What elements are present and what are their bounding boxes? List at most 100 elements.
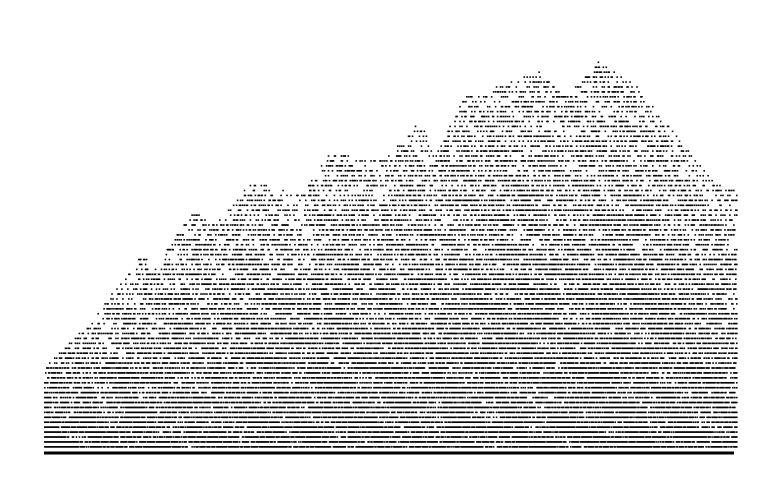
data-point-1505 <box>419 436 422 438</box>
data-point-1706 <box>663 436 666 438</box>
data-point-3142 <box>310 421 313 424</box>
data-point-2085 <box>430 431 433 433</box>
data-point-2621 <box>370 426 372 428</box>
data-point-1655 <box>606 436 609 438</box>
data-point-2408 <box>113 426 115 428</box>
data-point-222 <box>297 446 299 448</box>
data-point-4279 <box>339 411 342 414</box>
data-point-2089 <box>434 431 437 433</box>
data-point-1339 <box>228 436 231 438</box>
data-point-2405 <box>110 426 112 428</box>
data-point-2363 <box>60 426 63 428</box>
data-point-4386 <box>476 411 478 414</box>
data-point-2571 <box>312 426 315 428</box>
data-point-1187 <box>734 441 736 443</box>
data-point-294 <box>381 446 383 448</box>
data-point-3701 <box>303 416 305 419</box>
data-point-1031 <box>554 441 556 443</box>
data-point-2690 <box>454 426 456 428</box>
data-point-2426 <box>136 426 139 428</box>
data-point-1906 <box>209 431 211 433</box>
data-point-2766 <box>547 426 549 428</box>
data-point-3 <box>46 446 49 448</box>
data-point-1071 <box>600 441 603 443</box>
data-point-2173 <box>525 431 528 433</box>
data-point-550 <box>682 446 685 448</box>
data-point-1652 <box>603 436 606 438</box>
data-point-2108 <box>456 431 458 433</box>
data-point-972 <box>486 441 489 443</box>
data-point-4629 <box>90 406 93 409</box>
data-point-602 <box>52 441 55 443</box>
data-point-961 <box>473 441 475 443</box>
data-point-467 <box>589 446 592 448</box>
data-point-231 <box>307 446 310 448</box>
data-point-1311 <box>198 436 200 438</box>
data-point-2662 <box>417 426 420 428</box>
data-point-203 <box>275 446 277 448</box>
data-point-4684 <box>165 406 168 409</box>
data-point-24 <box>67 446 70 448</box>
data-point-4363 <box>447 411 449 414</box>
data-point-3042 <box>185 421 187 424</box>
data-point-2112 <box>460 431 462 433</box>
data-point-1841 <box>122 431 124 433</box>
data-point-2333 <box>714 431 716 433</box>
data-point-1665 <box>618 436 620 438</box>
data-point-636 <box>91 441 94 443</box>
data-point-329 <box>424 446 427 448</box>
data-point-2359 <box>54 426 57 428</box>
data-point-3638 <box>226 416 229 419</box>
data-point-1759 <box>724 436 726 438</box>
data-point-113 <box>168 446 171 448</box>
data-point-1555 <box>485 436 488 438</box>
data-point-1492 <box>405 436 408 438</box>
data-point-1467 <box>377 436 379 438</box>
data-point-2823 <box>610 426 613 428</box>
data-point-1738 <box>698 436 701 438</box>
data-point-1404 <box>303 436 305 438</box>
data-point-2169 <box>521 431 524 433</box>
data-point-1397 <box>296 436 298 438</box>
data-point-967 <box>481 441 484 443</box>
data-point-922 <box>429 441 432 443</box>
data-point-4346 <box>427 411 430 414</box>
data-point-26 <box>69 446 72 448</box>
data-point-330 <box>425 446 428 448</box>
data-point-2557 <box>299 426 301 428</box>
data-point-2483 <box>210 426 212 428</box>
data-point-1304 <box>190 436 192 438</box>
data-point-701 <box>165 441 168 443</box>
data-point-647 <box>103 441 105 443</box>
data-point-2277 <box>650 431 653 433</box>
data-point-2347 <box>736 431 738 433</box>
data-point-2096 <box>443 431 445 433</box>
data-point-1103 <box>634 441 636 443</box>
data-point-2721 <box>488 426 491 428</box>
data-point-2028 <box>363 431 365 433</box>
data-point-958 <box>470 441 472 443</box>
data-point-3368 <box>574 421 577 424</box>
data-point-1838 <box>119 431 121 433</box>
data-point-1431 <box>332 436 335 438</box>
data-point-4338 <box>412 411 415 414</box>
data-point-393 <box>502 446 505 448</box>
data-point-2433 <box>143 426 146 428</box>
data-point-2717 <box>483 426 486 428</box>
data-point-1935 <box>244 431 247 433</box>
data-point-798 <box>282 441 284 443</box>
data-point-1315 <box>202 436 204 438</box>
data-point-2607 <box>353 426 356 428</box>
data-point-1861 <box>146 431 149 433</box>
data-point-930 <box>439 441 442 443</box>
data-point-1140 <box>680 441 683 443</box>
data-point-2194 <box>552 431 554 433</box>
data-point-2556 <box>298 426 300 428</box>
data-point-305 <box>394 446 397 448</box>
data-point-310 <box>399 446 402 448</box>
data-point-1022 <box>544 441 546 443</box>
data-point-4103 <box>122 411 124 414</box>
data-point-118 <box>174 446 177 448</box>
data-point-797 <box>281 441 283 443</box>
data-point-1318 <box>205 436 207 438</box>
